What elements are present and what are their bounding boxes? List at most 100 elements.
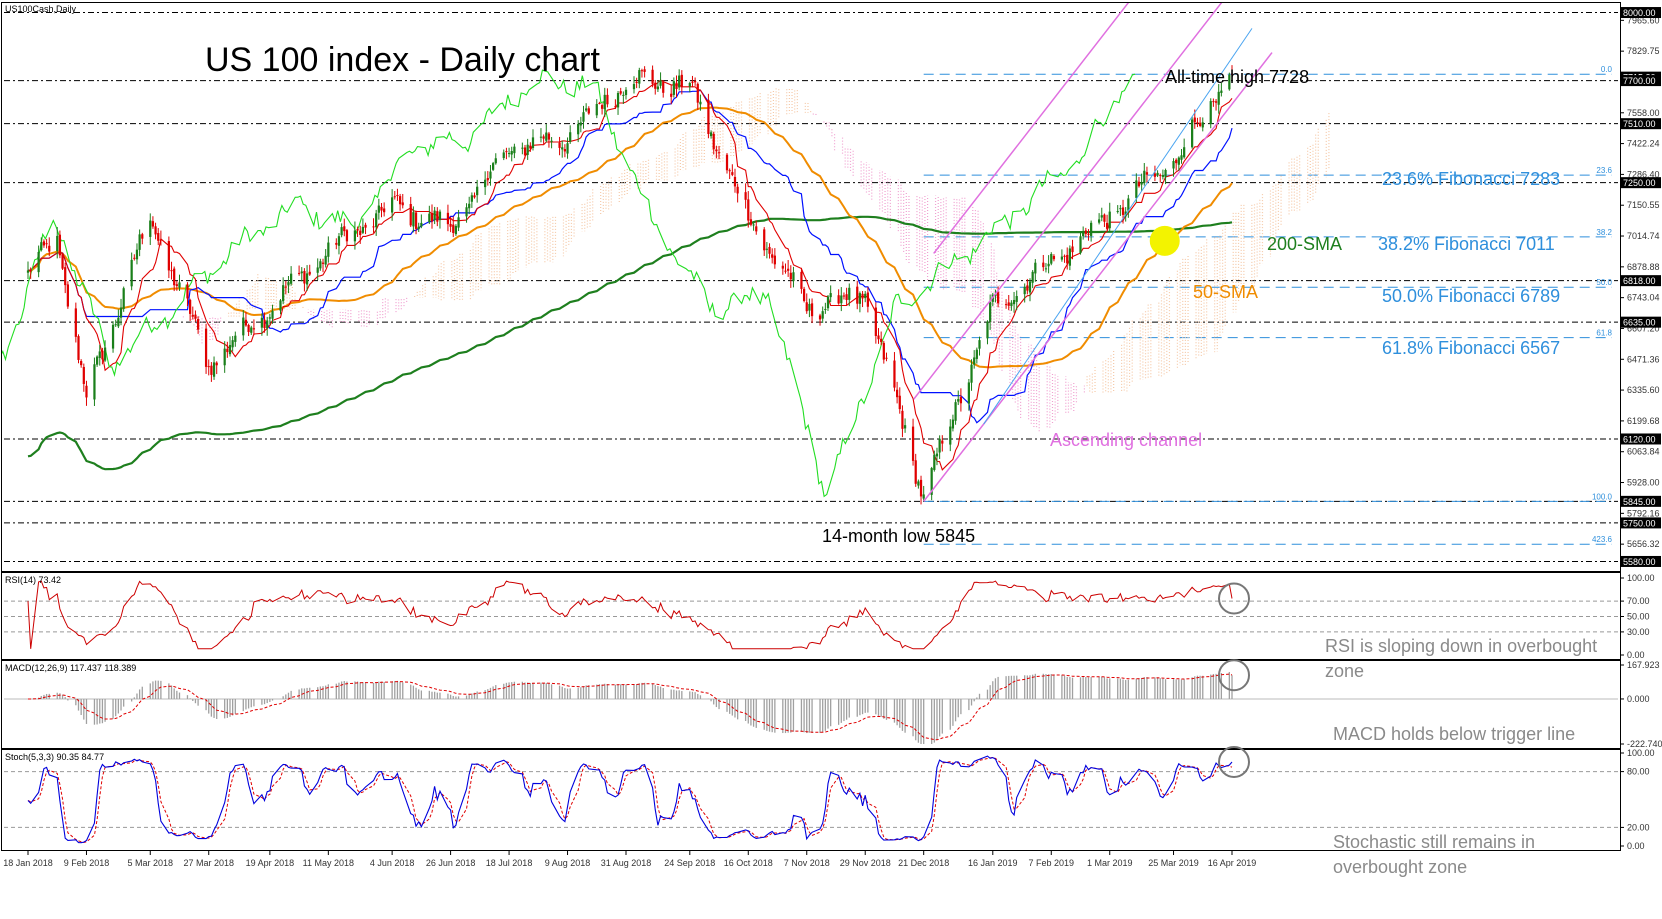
candle-body bbox=[252, 328, 256, 330]
candle-body bbox=[327, 242, 330, 257]
candle-body bbox=[747, 199, 750, 221]
price-tag-label: 6120.00 bbox=[1623, 434, 1656, 444]
candle-body bbox=[77, 336, 80, 360]
fib-ratio-label: 100.0 bbox=[1592, 492, 1613, 501]
candle-body bbox=[670, 93, 673, 97]
candle-body bbox=[1023, 286, 1026, 295]
candle-body bbox=[614, 106, 617, 108]
candle-body bbox=[566, 143, 569, 154]
candle-body bbox=[151, 221, 155, 227]
candle-body bbox=[1012, 299, 1016, 305]
price-tag-label: 7510.00 bbox=[1623, 119, 1656, 129]
candle-body bbox=[595, 104, 598, 116]
candle-body bbox=[234, 335, 237, 342]
candle-body bbox=[1143, 170, 1146, 184]
candle-body bbox=[290, 273, 293, 284]
price-tag-label: 5580.00 bbox=[1623, 557, 1656, 567]
candle-body bbox=[103, 347, 107, 361]
candle-body bbox=[787, 268, 790, 271]
candle-body bbox=[1082, 232, 1085, 237]
candle-body bbox=[539, 136, 543, 138]
y-tick-label: 0.00 bbox=[1627, 841, 1645, 851]
candle-body bbox=[898, 395, 901, 410]
candle-body bbox=[186, 284, 189, 299]
candle-body bbox=[842, 295, 846, 297]
candle-body bbox=[975, 349, 978, 359]
candle-body bbox=[624, 89, 628, 96]
candle-body bbox=[635, 81, 638, 83]
candle-body bbox=[263, 319, 266, 329]
y-tick-label: 100.00 bbox=[1627, 748, 1655, 758]
candle-body bbox=[470, 195, 473, 202]
candle-body bbox=[138, 234, 141, 250]
candle-body bbox=[446, 212, 450, 225]
candle-body bbox=[938, 438, 941, 453]
candle-body bbox=[204, 328, 208, 367]
candle-body bbox=[1212, 101, 1215, 103]
candle-body bbox=[215, 362, 218, 366]
y-tick-label: 50.00 bbox=[1627, 612, 1650, 622]
fib-label-23-6: 23.6% Fibonacci 7283 bbox=[1382, 169, 1560, 189]
candle-body bbox=[712, 133, 715, 150]
rsi-header: RSI(14) 73.42 bbox=[5, 575, 61, 585]
candle-body bbox=[194, 314, 197, 319]
candle-body bbox=[1159, 174, 1162, 176]
x-tick-label: 25 Mar 2019 bbox=[1148, 858, 1199, 868]
candle-body bbox=[465, 207, 468, 217]
y-tick-label: 6743.04 bbox=[1627, 293, 1660, 303]
x-tick-label: 18 Jan 2018 bbox=[3, 858, 53, 868]
candle-body bbox=[119, 307, 123, 318]
candle-body bbox=[569, 132, 572, 142]
candle-body bbox=[895, 389, 899, 398]
price-tag-label: 8000.00 bbox=[1623, 8, 1656, 18]
candle-body bbox=[393, 196, 396, 198]
price-tag bbox=[1621, 118, 1661, 130]
candle-body bbox=[175, 284, 178, 286]
candle-body bbox=[1034, 262, 1037, 274]
price-tag-label: 5845.00 bbox=[1623, 497, 1656, 507]
candle-body bbox=[484, 179, 487, 188]
candle-body bbox=[1145, 172, 1149, 175]
y-tick-label: 80.00 bbox=[1627, 767, 1650, 777]
all-time-high-label: All-time high 7728 bbox=[1165, 67, 1309, 87]
candle-body bbox=[26, 270, 30, 273]
y-tick-label: 167.923 bbox=[1627, 660, 1660, 670]
candle-body bbox=[1015, 296, 1018, 302]
candle-body bbox=[45, 243, 48, 245]
candle-body bbox=[412, 212, 415, 227]
candle-body bbox=[420, 222, 423, 227]
candle-body bbox=[840, 295, 843, 304]
golden-cross-marker bbox=[1149, 225, 1180, 256]
candle-body bbox=[874, 307, 877, 336]
candle-body bbox=[781, 265, 784, 269]
candle-body bbox=[56, 235, 59, 252]
rsi-line bbox=[27, 580, 1233, 650]
candle-body bbox=[922, 494, 925, 499]
candle-body bbox=[141, 234, 144, 239]
macd-note: MACD holds below trigger line bbox=[1333, 724, 1575, 744]
candle-body bbox=[1010, 302, 1013, 307]
candle-body bbox=[383, 208, 386, 213]
candle-body bbox=[1201, 122, 1204, 128]
candle-body bbox=[226, 348, 229, 353]
candle-body bbox=[1193, 117, 1196, 123]
candle-body bbox=[531, 137, 535, 149]
candle-body bbox=[284, 286, 287, 288]
fib-ratio-label: 50.0 bbox=[1596, 278, 1612, 287]
candle-body bbox=[40, 242, 43, 251]
y-tick-label: 6471.36 bbox=[1627, 354, 1660, 364]
candle-body bbox=[64, 267, 67, 286]
candle-body bbox=[82, 366, 85, 384]
candle-body bbox=[242, 317, 245, 336]
x-tick-label: 11 May 2018 bbox=[303, 858, 354, 868]
candle-body bbox=[725, 154, 729, 171]
candle-body bbox=[994, 294, 997, 297]
x-tick-label: 1 Mar 2019 bbox=[1087, 858, 1133, 868]
candle-body bbox=[837, 295, 840, 304]
candle-body bbox=[398, 196, 402, 205]
candle-body bbox=[935, 453, 939, 457]
candle-body bbox=[558, 142, 561, 148]
candle-body bbox=[457, 217, 460, 228]
candle-body bbox=[901, 410, 904, 429]
